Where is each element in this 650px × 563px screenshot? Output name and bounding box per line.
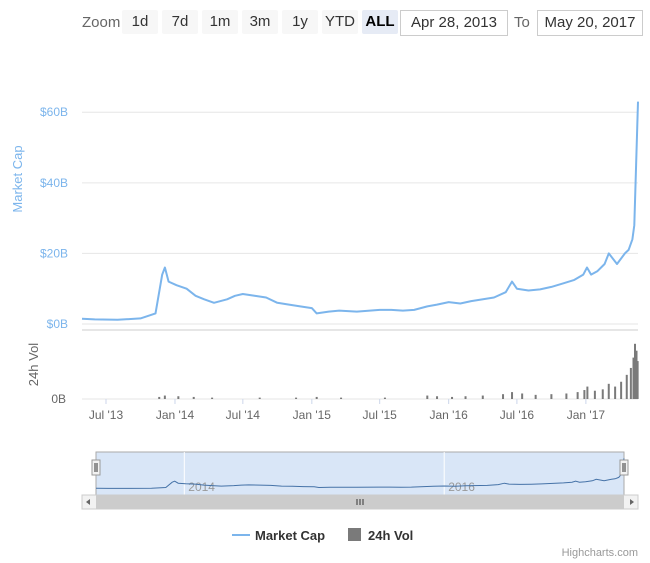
volume-bar	[340, 397, 343, 399]
grid	[82, 111, 638, 400]
navigator-mask	[95, 451, 625, 496]
x-tick-label: Jul '13	[89, 408, 124, 422]
volume-bar	[620, 381, 623, 399]
from-date-input[interactable]: Apr 28, 2013	[400, 10, 508, 36]
x-tick-label: Jul '14	[226, 408, 261, 422]
volume-bar	[451, 396, 454, 399]
navigator-left-handle[interactable]	[91, 459, 101, 476]
x-tick-label: Jul '16	[500, 408, 535, 422]
zoom-1m-button[interactable]: 1m	[202, 10, 238, 34]
zoom-1y-button[interactable]: 1y	[282, 10, 318, 34]
volume-bar	[481, 395, 484, 399]
volume-bar	[625, 374, 628, 399]
navigator[interactable]: 2014 2016	[81, 451, 639, 510]
y-axis-title: Market Cap	[10, 145, 25, 212]
volume-bar	[258, 397, 261, 399]
market-cap-chart: $0B $20B $40B $60B Market Cap 0B 24h Vol Jul '1…	[10, 101, 639, 543]
y-tick-label: $60B	[40, 105, 68, 119]
zoom-7d-button[interactable]: 7d	[162, 10, 198, 34]
volume-bar	[550, 394, 553, 399]
volume-bar	[635, 350, 638, 399]
volume-bar	[295, 397, 298, 399]
volume-bar	[629, 367, 632, 399]
volume-series	[158, 343, 639, 399]
x-tick-label: Jul '15	[363, 408, 398, 422]
navigator-line	[95, 458, 625, 489]
volume-bar	[576, 392, 579, 399]
x-tick-label: Jan '16	[430, 408, 469, 422]
axes: $0B $20B $40B $60B Market Cap 0B 24h Vol Jul '1…	[10, 105, 605, 422]
scroll-left-arrow-icon	[86, 499, 90, 505]
x-tick-label: Jan '14	[156, 408, 195, 422]
volume-bar	[511, 392, 514, 399]
scroll-right-arrow-icon	[630, 499, 634, 505]
volume-bar	[383, 397, 386, 399]
volume-bar	[315, 396, 318, 399]
volume-bar	[177, 396, 180, 399]
navigator-label: 2014	[188, 480, 215, 494]
legend-volume-label: 24h Vol	[368, 528, 413, 543]
volume-bar	[436, 396, 439, 399]
volume-bar	[614, 386, 617, 399]
volume-axis-title: 24h Vol	[26, 343, 41, 386]
y-tick-label: $20B	[40, 246, 68, 260]
volume-bar	[593, 390, 596, 399]
legend: Market Cap 24h Vol	[232, 528, 413, 543]
y-tick-label: $40B	[40, 176, 68, 190]
volume-bar	[464, 396, 467, 399]
volume-bar	[502, 394, 505, 399]
volume-bar	[163, 395, 166, 399]
x-tick-label: Jan '17	[567, 408, 606, 422]
zoom-label: Zoom	[82, 14, 121, 31]
market-cap-series	[81, 101, 639, 321]
volume-bar	[632, 357, 635, 399]
zoom-all-button[interactable]: ALL	[362, 10, 398, 34]
zoom-3m-button[interactable]: 3m	[242, 10, 278, 34]
to-date-input[interactable]: May 20, 2017	[537, 10, 643, 36]
volume-bar	[607, 383, 610, 399]
volume-bar	[521, 393, 524, 399]
legend-market-cap-label: Market Cap	[255, 528, 325, 543]
y-tick-label: $0B	[47, 317, 68, 331]
volume-bar	[192, 396, 195, 399]
x-tick-label: Jan '15	[293, 408, 332, 422]
volume-bar	[534, 394, 537, 399]
volume-bar	[586, 386, 589, 399]
volume-tick-label: 0B	[51, 392, 66, 406]
volume-bar	[158, 396, 161, 399]
volume-bar	[636, 361, 639, 399]
volume-bar	[565, 393, 568, 399]
to-label: To	[514, 14, 530, 31]
volume-bar	[634, 343, 637, 399]
volume-bar	[426, 395, 429, 399]
range-selector: Zoom 1d 7d 1m 3m 1y YTD ALL Apr 28, 2013…	[0, 0, 650, 44]
volume-bar	[601, 389, 604, 399]
legend-volume-swatch	[348, 528, 361, 541]
zoom-1d-button[interactable]: 1d	[122, 10, 158, 34]
zoom-ytd-button[interactable]: YTD	[322, 10, 358, 34]
navigator-label: 2016	[448, 480, 475, 494]
volume-bar	[583, 390, 586, 399]
volume-bar	[211, 397, 214, 399]
highcharts-credit[interactable]: Highcharts.com	[561, 547, 638, 559]
market-cap-line	[81, 101, 639, 321]
navigator-right-handle[interactable]	[619, 459, 629, 476]
